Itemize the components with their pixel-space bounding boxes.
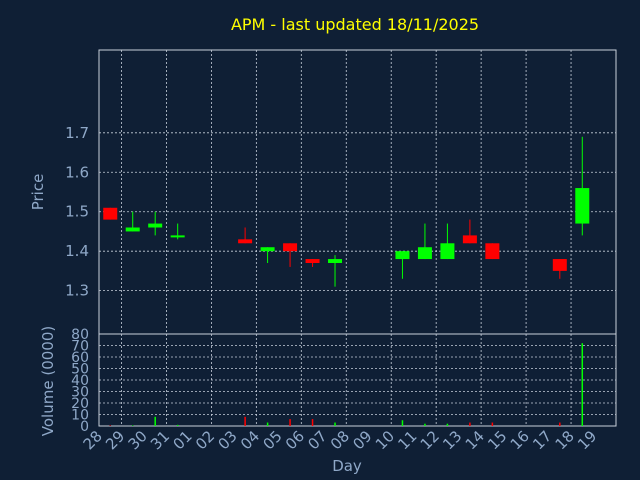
candle-body: [238, 239, 253, 244]
price-axis-label: Price: [29, 174, 47, 211]
candle-body: [103, 207, 118, 220]
candle-body: [417, 247, 432, 260]
volume-tick-label: 40: [71, 373, 89, 389]
volume-bar: [469, 422, 471, 426]
candle-body: [485, 243, 500, 260]
day-axis-ticks: 2829303101020304050607080910111213141516…: [80, 427, 601, 453]
volume-tick-label: 10: [71, 408, 89, 424]
volume-bar: [289, 419, 291, 426]
day-tick-label: 19: [574, 427, 600, 453]
volume-tick-label: 60: [71, 350, 89, 366]
candle-body: [440, 243, 455, 260]
volume-bar: [491, 422, 494, 426]
price-grid: [99, 50, 617, 334]
volume-axis-label: Volume (0000): [39, 326, 57, 436]
price-panel-frame: [98, 49, 617, 335]
day-axis-label: Day: [332, 457, 362, 475]
price-axis-ticks: 1.3 1.4 1.5 1.6 1.7: [65, 124, 89, 300]
volume-bar: [244, 416, 246, 426]
volume-bar: [559, 422, 561, 426]
volume-grid: [99, 333, 617, 427]
candle-body: [260, 247, 275, 252]
volume-bar: [266, 422, 269, 426]
volume-bar: [311, 419, 314, 426]
volume-bar: [334, 422, 336, 426]
volume-tick-label: 0: [80, 419, 89, 435]
candle-body: [283, 243, 298, 252]
candle-body: [148, 223, 163, 228]
volume-tick-label: 80: [71, 327, 89, 343]
volume-bar: [581, 343, 584, 426]
candle-body: [462, 235, 477, 244]
volume-bar: [424, 423, 426, 426]
candle-body: [575, 188, 590, 224]
volume-bar: [176, 424, 179, 426]
volume-tick-label: 50: [71, 362, 89, 378]
price-tick-label: 1.6: [65, 163, 89, 181]
candle-body: [170, 235, 185, 238]
volume-bar: [401, 420, 404, 426]
candle-body: [125, 227, 140, 232]
volume-tick-label: 20: [71, 396, 89, 412]
volume-panel-frame: [98, 333, 617, 427]
volume-series: [109, 343, 584, 426]
volume-bar: [154, 416, 156, 426]
volume-tick-label: 30: [71, 385, 89, 401]
price-tick-label: 1.7: [65, 124, 89, 142]
volume-bar: [109, 425, 111, 426]
candle-body: [395, 251, 410, 260]
candle-body: [305, 259, 320, 263]
chart-title: APM - last updated 18/11/2025: [231, 15, 479, 34]
volume-tick-label: 70: [71, 339, 89, 355]
volume-bar: [131, 425, 134, 426]
candlestick-series: [103, 136, 590, 287]
price-tick-label: 1.3: [65, 282, 89, 300]
volume-bar: [446, 423, 449, 426]
price-tick-label: 1.5: [65, 203, 89, 221]
candle-body: [552, 259, 567, 271]
price-tick-label: 1.4: [65, 242, 89, 260]
candle-body: [328, 259, 343, 263]
